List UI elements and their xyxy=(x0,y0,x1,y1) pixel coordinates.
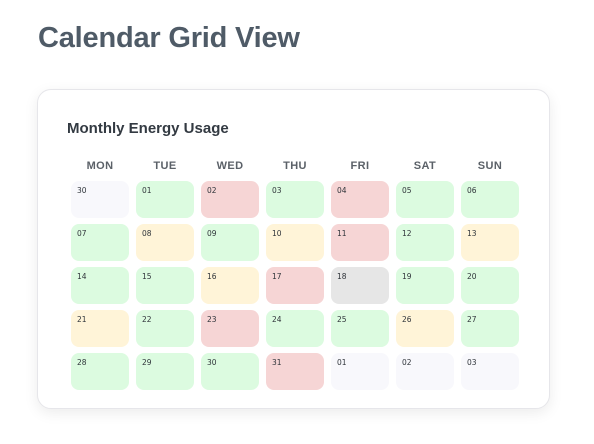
calendar-day[interactable]: 26 xyxy=(396,310,454,347)
calendar-day[interactable]: 05 xyxy=(396,181,454,218)
calendar-day[interactable]: 14 xyxy=(71,267,129,304)
weekday-mon: MON xyxy=(86,160,114,172)
calendar-day[interactable]: 11 xyxy=(331,224,389,261)
calendar-day[interactable]: 24 xyxy=(266,310,324,347)
calendar-title: Monthly Energy Usage xyxy=(67,120,229,137)
day-number: 26 xyxy=(402,315,412,324)
day-number: 03 xyxy=(272,186,282,195)
calendar-day[interactable]: 19 xyxy=(396,267,454,304)
day-number: 30 xyxy=(207,358,217,367)
day-number: 31 xyxy=(272,358,282,367)
calendar-day[interactable]: 01 xyxy=(136,181,194,218)
calendar-day-outside-month[interactable]: 01 xyxy=(331,353,389,390)
day-number: 25 xyxy=(337,315,347,324)
day-number: 04 xyxy=(337,186,347,195)
day-number: 23 xyxy=(207,315,217,324)
calendar-day[interactable]: 10 xyxy=(266,224,324,261)
day-number: 07 xyxy=(77,229,87,238)
weekday-header: MON TUE WED THU FRI SAT SUN xyxy=(71,160,519,172)
calendar-day[interactable]: 16 xyxy=(201,267,259,304)
day-number: 27 xyxy=(467,315,477,324)
calendar-day[interactable]: 27 xyxy=(461,310,519,347)
calendar-day[interactable]: 04 xyxy=(331,181,389,218)
calendar-day[interactable]: 21 xyxy=(71,310,129,347)
day-number: 13 xyxy=(467,229,477,238)
calendar-day[interactable]: 08 xyxy=(136,224,194,261)
page-title: Calendar Grid View xyxy=(38,22,300,54)
day-number: 24 xyxy=(272,315,282,324)
day-number: 02 xyxy=(207,186,217,195)
calendar-day[interactable]: 29 xyxy=(136,353,194,390)
day-number: 03 xyxy=(467,358,477,367)
day-number: 14 xyxy=(77,272,87,281)
day-number: 09 xyxy=(207,229,217,238)
calendar-day-outside-month[interactable]: 03 xyxy=(461,353,519,390)
calendar-day[interactable]: 25 xyxy=(331,310,389,347)
calendar-day[interactable]: 20 xyxy=(461,267,519,304)
weekday-sun: SUN xyxy=(477,160,503,172)
calendar-day[interactable]: 30 xyxy=(201,353,259,390)
calendar-day[interactable]: 09 xyxy=(201,224,259,261)
day-number: 01 xyxy=(337,358,347,367)
calendar-day[interactable]: 23 xyxy=(201,310,259,347)
day-number: 10 xyxy=(272,229,282,238)
day-number: 21 xyxy=(77,315,87,324)
day-number: 05 xyxy=(402,186,412,195)
calendar-day[interactable]: 15 xyxy=(136,267,194,304)
calendar-day[interactable]: 31 xyxy=(266,353,324,390)
calendar-day[interactable]: 28 xyxy=(71,353,129,390)
day-number: 06 xyxy=(467,186,477,195)
day-number: 16 xyxy=(207,272,217,281)
weekday-fri: FRI xyxy=(350,160,370,172)
calendar-day[interactable]: 02 xyxy=(201,181,259,218)
day-number: 18 xyxy=(337,272,347,281)
day-number: 08 xyxy=(142,229,152,238)
day-number: 12 xyxy=(402,229,412,238)
calendar-card: Monthly Energy Usage MON TUE WED THU FRI… xyxy=(37,89,550,409)
calendar-day[interactable]: 18 xyxy=(331,267,389,304)
day-number: 17 xyxy=(272,272,282,281)
day-number: 01 xyxy=(142,186,152,195)
weekday-tue: TUE xyxy=(153,160,177,172)
weekday-wed: WED xyxy=(216,160,244,172)
day-number: 19 xyxy=(402,272,412,281)
calendar-grid: 30 01 02 03 04 05 06 07 08 09 10 11 12 13 14 15 16 17 18 19… xyxy=(71,181,519,390)
calendar-day[interactable]: 22 xyxy=(136,310,194,347)
day-number: 15 xyxy=(142,272,152,281)
calendar-day[interactable]: 13 xyxy=(461,224,519,261)
day-number: 22 xyxy=(142,315,152,324)
day-number: 28 xyxy=(77,358,87,367)
calendar-day[interactable]: 12 xyxy=(396,224,454,261)
calendar-day[interactable]: 17 xyxy=(266,267,324,304)
calendar-day-outside-month[interactable]: 30 xyxy=(71,181,129,218)
calendar-day[interactable]: 03 xyxy=(266,181,324,218)
weekday-sat: SAT xyxy=(413,160,437,172)
day-number: 29 xyxy=(142,358,152,367)
day-number: 20 xyxy=(467,272,477,281)
weekday-thu: THU xyxy=(283,160,307,172)
calendar-day-outside-month[interactable]: 02 xyxy=(396,353,454,390)
day-number: 02 xyxy=(402,358,412,367)
calendar-day[interactable]: 07 xyxy=(71,224,129,261)
day-number: 30 xyxy=(77,186,87,195)
day-number: 11 xyxy=(337,229,347,238)
calendar-day[interactable]: 06 xyxy=(461,181,519,218)
